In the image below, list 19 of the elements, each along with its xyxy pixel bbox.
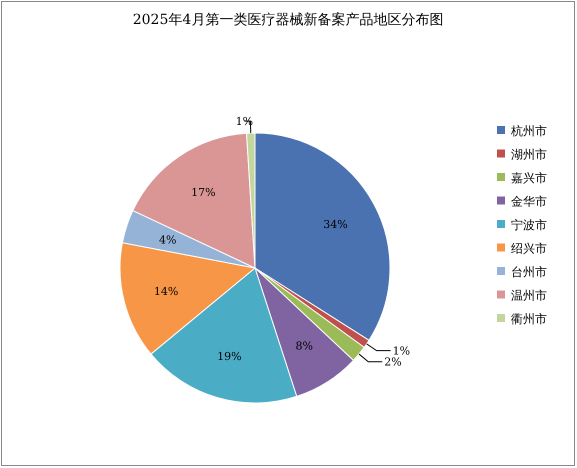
legend-label: 衢州市 [511,312,547,326]
title: 2025年4月第一类医疗器械新备案产品地区分布图 [132,12,444,28]
data-label: 19% [217,350,242,364]
data-label: 1% [392,344,410,358]
data-label: 4% [158,234,176,247]
data-label: 8% [295,340,313,353]
legend-label: 温州市 [511,288,547,302]
legend-label: 湖州市 [511,148,547,162]
data-label: 34% [323,218,348,231]
data-label: 1% [236,115,254,128]
legend-label: 杭州市 [510,124,547,138]
legend-label: 绍兴市 [511,242,547,256]
legend-label: 台州市 [511,265,547,279]
data-label: 2% [384,356,402,369]
data-label: 17% [191,186,216,200]
legend-label: 金华市 [511,194,547,208]
legend-label: 宁波市 [511,218,547,232]
data-label: 14% [154,284,178,298]
legend-label: 嘉兴市 [511,171,547,185]
